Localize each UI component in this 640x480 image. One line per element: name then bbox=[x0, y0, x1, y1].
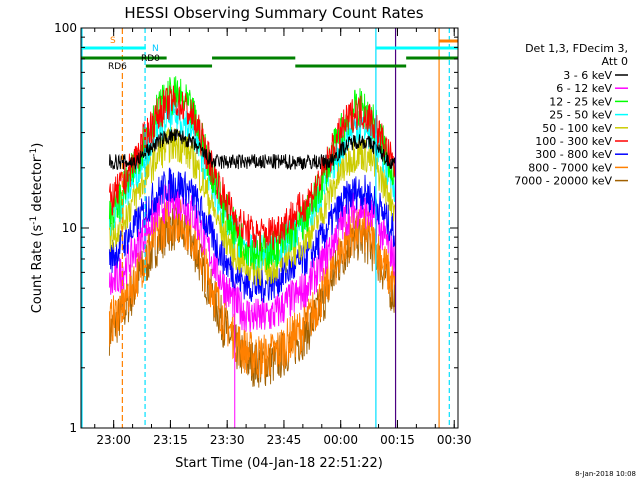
series-line-8 bbox=[108, 199, 396, 379]
y-axis-label-mid: detector bbox=[30, 156, 45, 216]
y-axis-label-sup1: -1 bbox=[29, 216, 39, 225]
x-axis-label: Start Time (04-Jan-18 22:51:22) bbox=[175, 456, 383, 471]
x-tick-label: 23:00 bbox=[96, 433, 131, 447]
series-line-6 bbox=[108, 85, 396, 252]
legend-label-6: 100 - 300 keV bbox=[535, 135, 612, 148]
x-tick-label: 00:00 bbox=[323, 433, 358, 447]
legend-header-line1: Det 1,3, FDecim 3, bbox=[525, 42, 628, 55]
series-line-1 bbox=[108, 128, 396, 170]
y-tick-label: 10 bbox=[62, 221, 77, 235]
chart-title: HESSI Observing Summary Count Rates bbox=[124, 4, 423, 22]
x-tick-label: 00:15 bbox=[380, 433, 415, 447]
x-tick-label: 23:45 bbox=[267, 433, 302, 447]
legend-label-4: 25 - 50 keV bbox=[549, 109, 612, 122]
legend-label-5: 50 - 100 keV bbox=[542, 122, 612, 135]
legend-label-2: 6 - 12 keV bbox=[556, 82, 612, 95]
legend-label-9: 7000 - 20000 keV bbox=[514, 175, 612, 188]
footer-date: 8-Jan-2018 10:08 bbox=[575, 470, 636, 478]
legend-label-1: 3 - 6 keV bbox=[563, 69, 612, 82]
x-tick-label: 00:30 bbox=[437, 433, 472, 447]
legend-label-7: 300 - 800 keV bbox=[535, 148, 612, 161]
y-tick-label: 100 bbox=[54, 21, 77, 35]
axes-layer: 1 10 100 23:00 23:15 23:30 23:45 00:00 00:15 00:3… bbox=[54, 21, 471, 447]
y-axis-label-main: Count Rate (s bbox=[30, 225, 45, 314]
y-axis-label: Count Rate (s-1 detector-1) bbox=[29, 143, 45, 314]
y-axis-label-end: ) bbox=[30, 143, 45, 148]
y-tick-label: 1 bbox=[69, 421, 77, 435]
y-axis-label-sup2: -1 bbox=[29, 148, 39, 157]
legend-label-3: 12 - 25 keV bbox=[549, 95, 612, 108]
data-layer bbox=[108, 76, 396, 428]
saa-flag-label: S bbox=[110, 36, 116, 46]
legend-label-8: 800 - 7000 keV bbox=[528, 161, 612, 174]
x-tick-label: 23:30 bbox=[210, 433, 245, 447]
rd0-flag-label: RD0 bbox=[141, 54, 160, 64]
legend-header-line2: Att 0 bbox=[602, 55, 628, 68]
series-line-7 bbox=[108, 167, 396, 303]
night-flag-label: N bbox=[152, 44, 159, 54]
x-tick-label: 23:15 bbox=[153, 433, 188, 447]
rd6-flag-label: RD6 bbox=[108, 62, 127, 72]
